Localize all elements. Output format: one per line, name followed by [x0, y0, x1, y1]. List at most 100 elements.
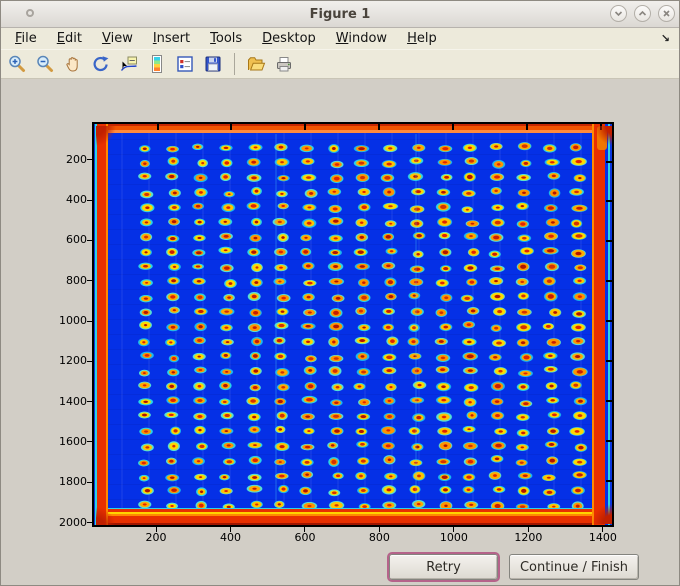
heat-spot	[488, 424, 510, 436]
heat-spot	[514, 304, 535, 317]
menu-item-tools[interactable]: Tools	[210, 31, 243, 46]
heat-spot	[246, 307, 264, 318]
data-cursor-button[interactable]	[119, 54, 139, 74]
insert-colorbar-button[interactable]	[147, 54, 167, 74]
heat-spot	[326, 365, 344, 377]
heatmap-spots	[94, 124, 612, 525]
print-figure-button[interactable]	[274, 54, 294, 74]
heatmap-edge-right	[586, 124, 612, 525]
chevron-up-icon	[638, 10, 647, 16]
heat-spot	[271, 217, 289, 229]
pan-button[interactable]	[63, 54, 83, 74]
heat-spot	[245, 173, 263, 184]
heat-spot	[299, 157, 317, 168]
y-tick-mark-inner	[606, 280, 612, 283]
heat-spot	[300, 291, 318, 303]
heat-spot	[326, 216, 346, 228]
heat-spot	[191, 381, 210, 393]
heat-spot	[541, 321, 561, 334]
heat-spot	[219, 336, 237, 347]
heat-spot	[570, 469, 589, 481]
retry-button[interactable]: Retry	[387, 552, 500, 582]
menu-item-file[interactable]: File	[15, 31, 37, 46]
heat-spot	[191, 277, 209, 288]
heat-spot	[190, 202, 209, 214]
heat-spot	[488, 320, 508, 333]
y-tick-mark	[87, 481, 92, 483]
menu-item-desktop[interactable]: Desktop	[262, 31, 316, 46]
heat-spot	[434, 157, 455, 169]
save-figure-button[interactable]	[203, 54, 223, 74]
heat-spot	[379, 291, 399, 304]
heat-spot	[137, 336, 155, 348]
heat-spot	[218, 143, 235, 154]
heat-spot	[489, 306, 509, 318]
close-button[interactable]	[658, 5, 675, 22]
heat-spot	[434, 173, 455, 185]
heat-spot	[163, 410, 181, 421]
y-tick-mark	[87, 522, 92, 524]
y-tick-mark-inner	[606, 320, 612, 323]
menu-item-view[interactable]: View	[101, 31, 133, 46]
heat-spot	[435, 216, 454, 229]
y-tick-label: 800	[66, 273, 87, 287]
heat-spot	[245, 455, 264, 467]
continue-finish-button[interactable]: Continue / Finish	[509, 554, 639, 580]
insert-colorbar-icon	[152, 55, 162, 73]
heat-spot	[541, 202, 562, 214]
open-file-button[interactable]	[246, 54, 266, 74]
y-tick-mark	[87, 441, 92, 443]
heat-spot	[567, 186, 589, 199]
heat-spot	[542, 409, 563, 423]
heat-spot	[460, 484, 480, 497]
heat-spot	[380, 320, 400, 332]
heat-spot	[191, 486, 209, 498]
menu-item-help[interactable]: Help	[407, 31, 437, 46]
minimize-button[interactable]	[610, 5, 627, 22]
heat-spot	[380, 335, 400, 347]
y-tick-mark	[87, 239, 92, 241]
menu-item-window[interactable]: Window	[335, 31, 388, 46]
dock-figure-icon[interactable]: ↘	[660, 32, 670, 45]
heat-spot	[163, 320, 181, 333]
heat-spot	[273, 321, 291, 333]
heat-spot	[191, 336, 208, 348]
heat-spot	[543, 171, 562, 183]
heat-spot	[486, 246, 507, 259]
menu-bar: File Edit View Insert Tools Desktop Window Help…	[1, 28, 679, 49]
zoom-in-button[interactable]	[7, 54, 27, 74]
heat-spot	[327, 158, 346, 169]
maximize-button[interactable]	[634, 5, 651, 22]
heat-spot	[407, 291, 425, 302]
heat-spot	[489, 186, 508, 199]
heat-spot	[244, 395, 262, 407]
heat-spot	[191, 172, 209, 184]
heat-spot	[192, 217, 210, 229]
heat-spot	[272, 156, 291, 169]
rotate-3d-button[interactable]	[91, 54, 111, 74]
window-menu-icon[interactable]	[26, 9, 34, 17]
heat-spot	[461, 156, 481, 169]
menu-item-insert[interactable]: Insert	[152, 31, 191, 46]
heat-spot	[193, 291, 210, 302]
zoom-out-button[interactable]	[35, 54, 55, 74]
heat-spot	[541, 274, 562, 288]
heat-spot	[299, 411, 318, 422]
title-bar[interactable]: Figure 1	[1, 1, 679, 28]
y-tick-mark-inner	[606, 200, 612, 203]
heat-spot	[166, 366, 183, 378]
heat-spot	[218, 410, 236, 422]
heat-spot	[435, 485, 454, 498]
heat-spot	[516, 470, 535, 482]
x-tick-label: 400	[220, 531, 241, 544]
heat-spot	[488, 454, 509, 467]
heat-spot	[190, 350, 208, 361]
heat-spot	[434, 141, 455, 153]
menu-item-edit[interactable]: Edit	[56, 31, 82, 46]
heatmap-corner	[96, 126, 124, 154]
insert-legend-button[interactable]	[175, 54, 195, 74]
y-tick-label: 400	[66, 193, 87, 207]
heat-spot	[325, 424, 345, 436]
heat-spot	[540, 470, 561, 483]
plot-axes[interactable]	[92, 122, 614, 527]
